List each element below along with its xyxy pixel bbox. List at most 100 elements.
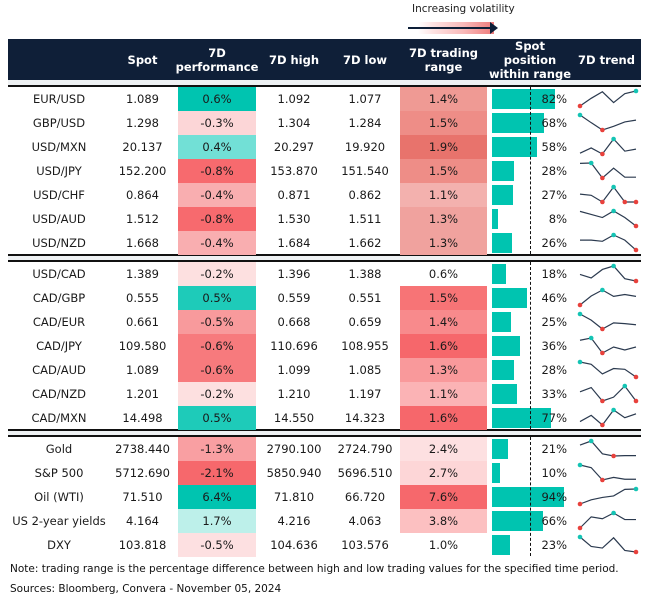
trend-min-marker [633, 549, 639, 555]
trend-min-marker [600, 199, 605, 205]
header-position-line1: Spot position [503, 38, 557, 67]
performance-cell: -0.2% [178, 262, 256, 286]
header-position: Spot position within range [488, 38, 572, 81]
high-value: 2790.100 [266, 442, 322, 456]
trend-min-marker [633, 278, 639, 284]
spot-value: 152.200 [118, 164, 167, 178]
table-row: USD/MXN 20.137 0.4% 20.297 19.920 1.9% 58% [8, 135, 641, 159]
high-value: 1.304 [277, 116, 311, 130]
high-value: 1.092 [277, 92, 311, 106]
trend-sparkline [577, 359, 639, 380]
high-value: 153.870 [270, 164, 318, 178]
performance-cell: -0.6% [178, 358, 256, 382]
trend-min-marker [577, 525, 583, 531]
position-percent: 68% [541, 116, 567, 130]
position-bar [492, 137, 537, 157]
trend-max-marker [633, 486, 639, 492]
position-percent: 23% [541, 538, 567, 552]
midpoint-line [530, 87, 531, 254]
section-divider [8, 429, 641, 431]
instrument-name: USD/AUD [32, 212, 86, 226]
high-value: 1.396 [277, 267, 311, 281]
high-value: 4.216 [277, 514, 311, 528]
trend-sparkline [577, 112, 637, 133]
spot-value: 14.498 [122, 411, 163, 425]
trend-max-marker [588, 438, 594, 444]
arrow-head-icon [490, 22, 498, 34]
instrument-name: CAD/MXN [31, 411, 87, 425]
performance-cell: -0.6% [178, 334, 256, 358]
low-value: 1.388 [348, 267, 382, 281]
trend-sparkline [579, 184, 639, 205]
spot-value: 4.164 [126, 514, 159, 528]
header-performance-line2: performance [175, 59, 259, 74]
low-value: 1.284 [348, 116, 382, 130]
trend-line [579, 313, 637, 330]
high-value: 1.210 [277, 387, 311, 401]
high-value: 0.559 [277, 291, 311, 305]
instrument-name: USD/CHF [33, 188, 85, 202]
instrument-name: DXY [47, 538, 71, 552]
instrument-name: US 2-year yields [12, 514, 106, 528]
spot-value: 20.137 [122, 140, 163, 154]
low-value: 0.659 [348, 315, 382, 329]
trend-max-marker [577, 534, 583, 540]
instrument-name: USD/CAD [32, 267, 86, 281]
trend-max-marker [611, 232, 616, 238]
trend-min-marker [633, 374, 639, 380]
trend-min-marker [600, 350, 605, 356]
trend-sparkline [577, 88, 639, 109]
low-value: 2724.790 [337, 442, 393, 456]
trend-line [579, 488, 637, 505]
trend-max-marker [577, 462, 583, 468]
low-value: 66.720 [344, 490, 386, 504]
trend-line [579, 440, 636, 457]
instrument-name: USD/MXN [31, 140, 87, 154]
position-bar [492, 384, 518, 404]
trend-min-marker [600, 398, 605, 404]
position-percent: 77% [541, 411, 567, 425]
trend-line [579, 90, 637, 107]
header-range: 7D trading range [400, 39, 487, 80]
range-cell: 1.3% [400, 231, 487, 255]
trend-line [580, 234, 637, 251]
spot-value: 71.510 [122, 490, 163, 504]
high-value: 20.297 [273, 140, 315, 154]
trend-min-marker [577, 103, 583, 109]
performance-cell: -0.4% [178, 183, 256, 207]
trend-max-marker [588, 160, 594, 166]
instrument-name: S&P 500 [34, 466, 84, 480]
spot-value: 5712.690 [115, 466, 170, 480]
trend-min-marker [577, 501, 583, 507]
high-value: 110.696 [270, 339, 318, 353]
range-cell: 1.1% [400, 183, 487, 207]
performance-cell: -0.3% [178, 111, 256, 135]
position-percent: 18% [541, 267, 567, 281]
position-percent: 21% [541, 442, 567, 456]
low-value: 14.323 [344, 411, 386, 425]
trend-min-marker [633, 247, 639, 253]
trend-line [579, 289, 637, 306]
position-percent: 27% [541, 188, 567, 202]
trend-max-marker [577, 359, 583, 365]
high-value: 71.810 [273, 490, 315, 504]
trend-sparkline [579, 438, 636, 459]
spot-value: 0.864 [126, 188, 159, 202]
table-row: CAD/EUR 0.661 -0.5% 0.668 0.659 1.4% 25% [8, 310, 641, 334]
spot-value: 1.512 [126, 212, 159, 226]
high-value: 1.530 [277, 212, 311, 226]
range-cell: 2.7% [400, 461, 487, 485]
position-bar [492, 463, 500, 483]
range-cell: 1.5% [400, 159, 487, 183]
section-gap [8, 80, 641, 86]
section-gap [8, 429, 641, 437]
table-row: S&P 500 5712.690 -2.1% 5850.940 5696.510 2.7%… [8, 461, 641, 485]
spot-value: 103.818 [118, 538, 167, 552]
instrument-name: USD/JPY [36, 164, 82, 178]
table-row: CAD/AUD 1.089 -0.6% 1.099 1.085 1.3% 28% [8, 358, 641, 382]
instrument-name: CAD/NZD [32, 387, 86, 401]
trend-max-marker [577, 311, 583, 317]
trend-line [579, 138, 637, 155]
position-bar [492, 233, 513, 253]
trend-min-marker [633, 398, 639, 404]
